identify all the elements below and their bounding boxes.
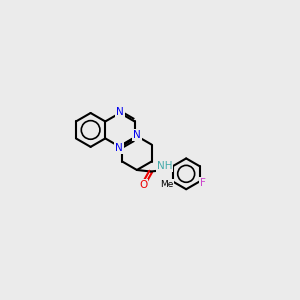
Text: F: F xyxy=(200,178,206,188)
Text: N: N xyxy=(115,143,123,153)
Text: Me: Me xyxy=(160,180,173,189)
Text: NH: NH xyxy=(157,161,172,171)
Text: N: N xyxy=(133,130,141,140)
Text: N: N xyxy=(116,107,124,117)
Text: O: O xyxy=(139,180,147,190)
